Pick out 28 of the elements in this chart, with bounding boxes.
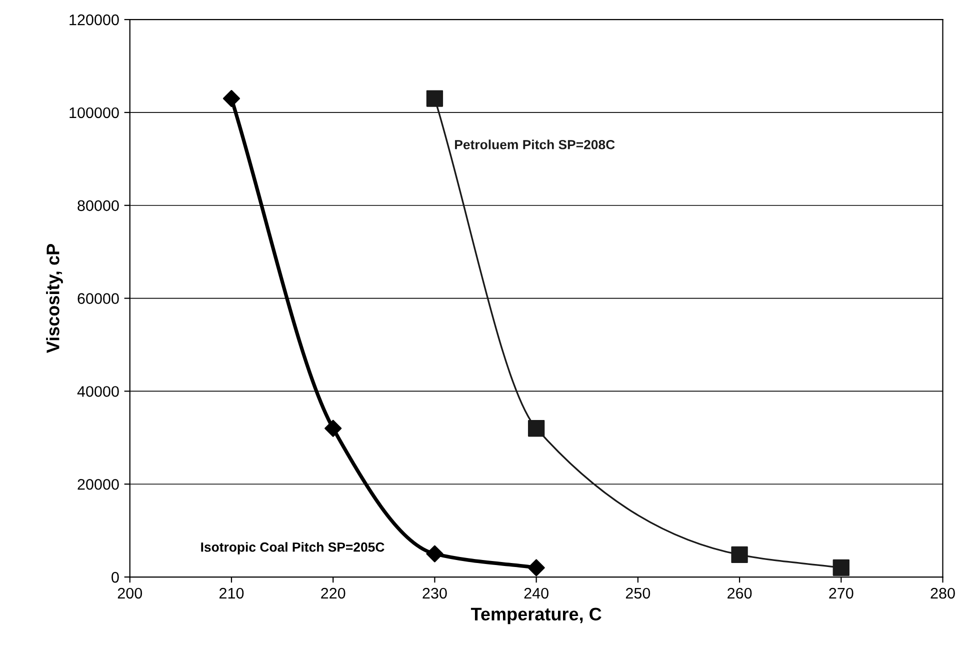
x-tick-label: 250 [626, 588, 650, 599]
point [324, 420, 342, 437]
y-tick-label: 40000 [77, 386, 119, 397]
y-tick-label: 80000 [78, 200, 119, 212]
x-tick-label: 220 [321, 588, 346, 599]
x-tick-label: 200 [118, 588, 142, 599]
series-label: Isotropic Coal Pitch SP=205C [201, 542, 384, 554]
point [731, 546, 748, 564]
point [426, 90, 444, 107]
y-axis-title: Viscosity, cP [46, 244, 63, 354]
y-tick-label: 120000 [70, 14, 119, 26]
y-tick-label: 20000 [78, 478, 119, 490]
x-tick-label: 280 [930, 588, 955, 599]
x-tick-label: 240 [524, 588, 548, 599]
x-tick-label: 210 [220, 588, 244, 599]
x-tick-label: 270 [829, 588, 854, 599]
y-tick-label: 0 [112, 572, 119, 583]
series-label: Petroluem Pitch SP=208C [455, 140, 615, 150]
point [528, 559, 545, 576]
x-tick-label: 260 [728, 588, 752, 599]
x-tick-label: 230 [422, 588, 447, 599]
y-tick-label: 60000 [78, 293, 119, 304]
point [832, 559, 850, 576]
point [222, 90, 240, 108]
point [426, 545, 444, 562]
point [528, 420, 545, 437]
y-tick-label: 100000 [70, 107, 119, 118]
x-axis-title: Temperature, C [470, 608, 602, 624]
